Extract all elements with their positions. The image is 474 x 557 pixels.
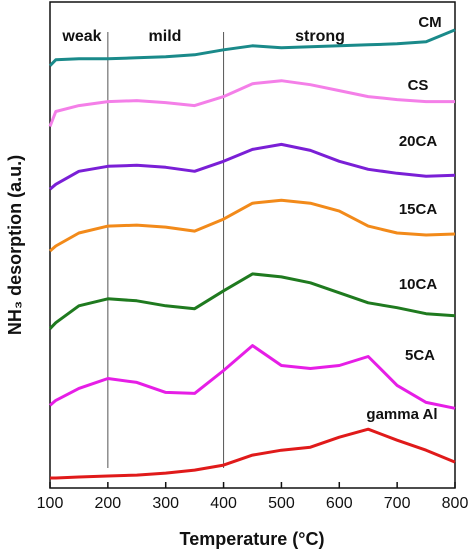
x-tick-label: 200 <box>95 495 122 512</box>
x-tick-label: 100 <box>37 495 64 512</box>
series-label: CM <box>418 14 441 31</box>
x-tick-label: 300 <box>152 495 179 512</box>
series-label: CS <box>408 77 429 94</box>
x-tick-label: 400 <box>210 495 237 512</box>
region-label: strong <box>295 28 345 45</box>
plot-frame <box>49 1 456 489</box>
region-label: weak <box>61 28 101 45</box>
series-line <box>48 28 456 67</box>
series-label: 5CA <box>405 347 435 364</box>
region-label: mild <box>149 28 182 45</box>
series-label: 10CA <box>399 276 438 293</box>
series-line <box>49 344 456 410</box>
series-line <box>50 427 456 480</box>
series-label: gamma Al <box>366 406 437 423</box>
series-line <box>49 142 456 191</box>
y-axis-title: NH₃ desorption (a.u.) <box>5 155 25 335</box>
x-tick-label: 700 <box>384 495 411 512</box>
x-tick-label: 500 <box>268 495 295 512</box>
series-label: 20CA <box>399 133 438 150</box>
x-tick-label: 600 <box>326 495 353 512</box>
x-axis-title: Temperature (°C) <box>180 529 325 549</box>
series-line <box>48 272 456 330</box>
series-line <box>49 198 456 253</box>
series-line <box>48 79 455 128</box>
series-label: 15CA <box>399 201 438 218</box>
x-tick-label: 800 <box>442 495 469 512</box>
